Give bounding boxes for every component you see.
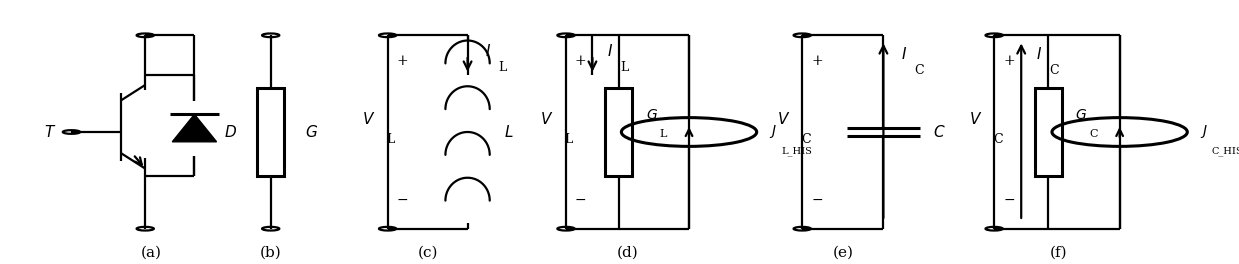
Text: $I$: $I$ [607, 43, 613, 59]
Text: $L$: $L$ [504, 124, 514, 140]
Text: $V$: $V$ [540, 111, 554, 127]
Text: C_HIS: C_HIS [1212, 146, 1239, 156]
Text: $I$: $I$ [484, 43, 491, 59]
Text: L: L [498, 62, 507, 74]
Text: $V$: $V$ [969, 111, 981, 127]
Text: (a): (a) [141, 245, 162, 259]
Text: −: − [575, 193, 586, 207]
Bar [1035, 88, 1062, 176]
Text: $C$: $C$ [933, 124, 945, 140]
Text: (c): (c) [418, 245, 439, 259]
Text: (b): (b) [260, 245, 281, 259]
Text: −: − [812, 193, 823, 207]
Text: C: C [800, 133, 810, 146]
Text: $T$: $T$ [45, 124, 57, 140]
Text: +: + [575, 54, 586, 68]
Text: $J$: $J$ [769, 124, 777, 140]
Text: $D$: $D$ [224, 124, 237, 140]
Text: L: L [387, 133, 394, 146]
Text: (f): (f) [1049, 245, 1067, 259]
Polygon shape [172, 114, 217, 142]
Text: $G$: $G$ [646, 108, 658, 122]
Text: $I$: $I$ [1036, 46, 1042, 62]
Text: $V$: $V$ [362, 111, 375, 127]
Text: +: + [1004, 54, 1015, 68]
Text: $I$: $I$ [901, 46, 907, 62]
Text: (d): (d) [617, 245, 638, 259]
Text: $J$: $J$ [1199, 124, 1208, 140]
Text: L: L [659, 129, 667, 139]
Text: +: + [396, 54, 408, 68]
Text: C: C [914, 64, 924, 77]
Text: C: C [1089, 129, 1098, 139]
Text: −: − [1004, 193, 1015, 207]
Text: +: + [812, 54, 823, 68]
Text: C: C [1049, 64, 1059, 77]
Text: L: L [565, 133, 572, 146]
Text: L: L [621, 62, 629, 74]
Text: $V$: $V$ [777, 111, 790, 127]
Text: L_HIS: L_HIS [782, 146, 813, 156]
Bar [606, 88, 632, 176]
Text: C: C [992, 133, 1002, 146]
Text: −: − [396, 193, 408, 207]
Text: $G$: $G$ [1075, 108, 1088, 122]
Text: (e): (e) [833, 245, 854, 259]
Bar [258, 88, 284, 176]
Text: $G$: $G$ [305, 124, 318, 140]
